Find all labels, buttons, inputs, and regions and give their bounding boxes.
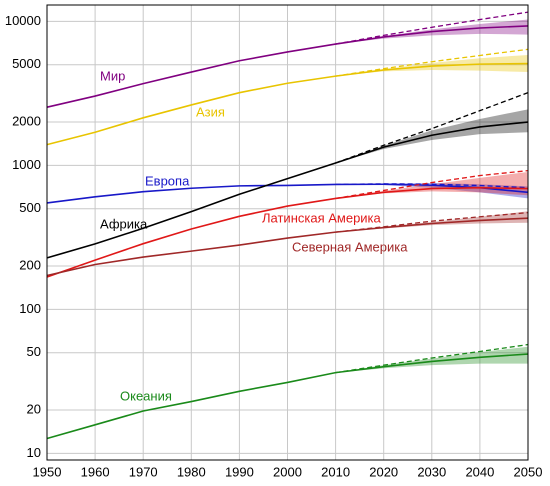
series-line <box>46 217 529 277</box>
series-label: Европа <box>145 173 190 188</box>
series-label: Азия <box>196 104 225 119</box>
series-label: Океания <box>120 388 172 403</box>
projection-band <box>335 182 528 199</box>
series-label: Мир <box>100 68 125 83</box>
y-tick-label: 1000 <box>12 157 41 172</box>
x-tick-label: 2010 <box>321 464 350 479</box>
projection-band <box>335 109 528 163</box>
series-label: Северная Америка <box>292 239 408 254</box>
plot-frame <box>46 4 529 461</box>
y-tick-label: 10000 <box>5 13 41 28</box>
projection-line <box>335 48 529 77</box>
series-line <box>46 25 529 108</box>
x-tick-label: 2020 <box>369 464 398 479</box>
x-tick-label: 2030 <box>417 464 446 479</box>
x-tick-label: 1970 <box>129 464 158 479</box>
projection-line <box>335 11 529 45</box>
x-tick-label: 1980 <box>177 464 206 479</box>
series-line <box>46 62 529 146</box>
y-tick-label: 200 <box>19 257 41 272</box>
series-line <box>46 186 529 278</box>
series-label: Латинская Америка <box>262 210 382 225</box>
series-label: Африка <box>100 216 148 231</box>
projection-line <box>335 343 529 374</box>
y-tick-label: 10 <box>27 445 41 460</box>
x-tick-label: 1990 <box>225 464 254 479</box>
series-line <box>46 183 529 204</box>
x-tick-label: 2050 <box>514 464 543 479</box>
y-tick-label: 100 <box>19 301 41 316</box>
y-tick-label: 2000 <box>12 113 41 128</box>
y-tick-label: 50 <box>27 344 41 359</box>
x-tick-label: 1950 <box>33 464 62 479</box>
projection-line <box>335 169 529 200</box>
series-line <box>46 121 529 259</box>
x-tick-label: 2040 <box>465 464 494 479</box>
projection-line <box>335 92 529 164</box>
y-tick-label: 20 <box>27 401 41 416</box>
y-tick-label: 500 <box>19 200 41 215</box>
x-tick-label: 2000 <box>273 464 302 479</box>
y-tick-label: 5000 <box>12 56 41 71</box>
series-line <box>46 353 529 440</box>
x-tick-label: 1960 <box>81 464 110 479</box>
